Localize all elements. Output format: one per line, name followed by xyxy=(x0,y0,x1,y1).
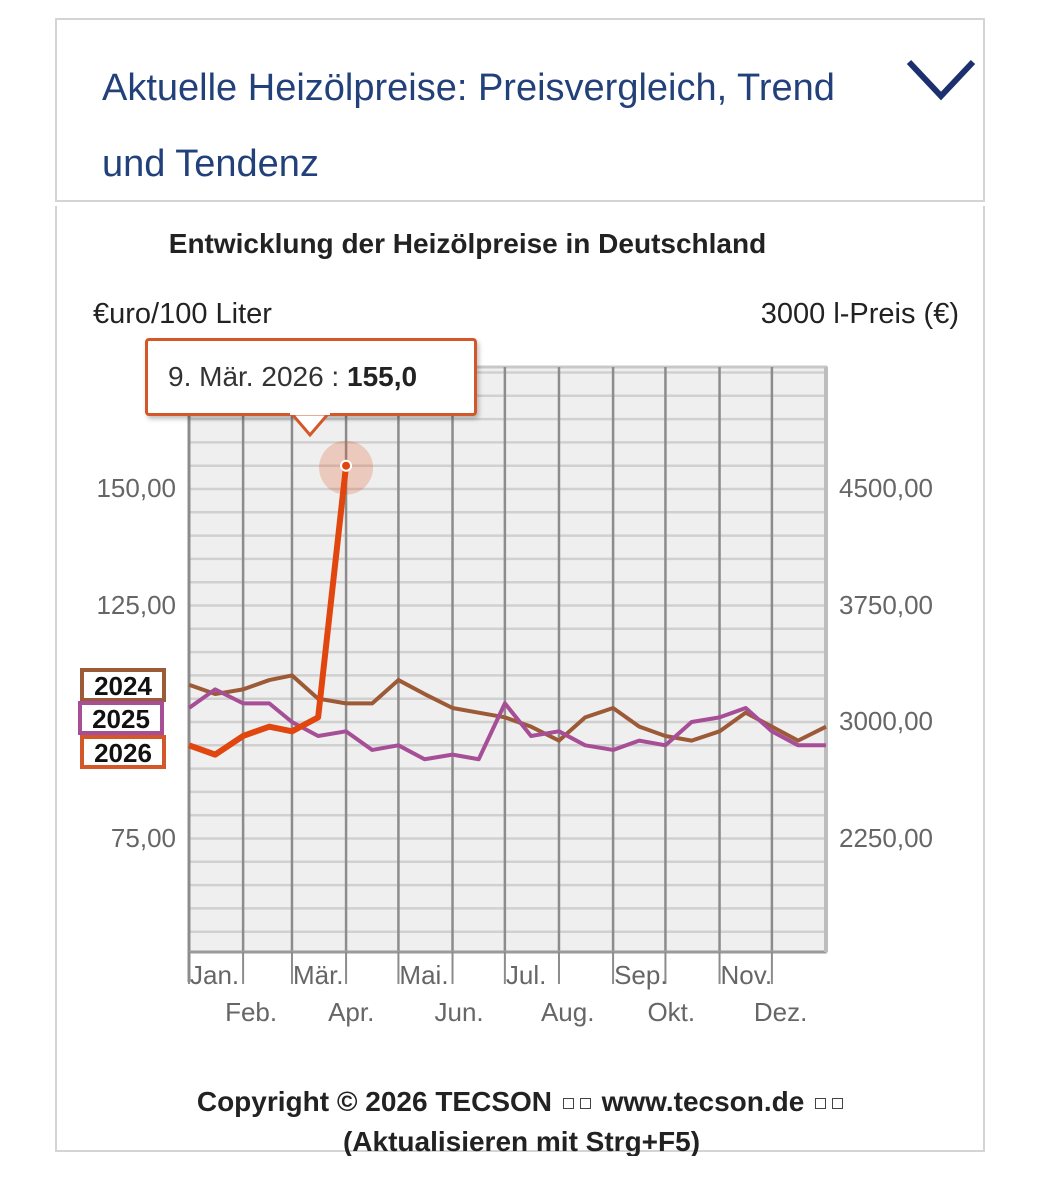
chart-tooltip: 9. Mär. 2026 : 155,0 xyxy=(145,338,477,416)
legend-2024[interactable]: 2024 xyxy=(80,668,166,702)
header-card[interactable]: Aktuelle Heizölpreise: Preisvergleich, T… xyxy=(55,18,985,202)
y-tick-right: 3000,00 xyxy=(839,706,933,736)
y-tick-left: 75,00 xyxy=(110,822,176,853)
x-tick-label: Jan. xyxy=(190,960,240,990)
x-tick-label: Aug. xyxy=(540,997,595,1027)
page-title: Aktuelle Heizölpreise: Preisvergleich, T… xyxy=(102,67,835,185)
y-tick-left: 125,00 xyxy=(96,589,176,620)
copyright-line: Copyright © 2026 TECSON www.tecson.de xyxy=(0,1086,1043,1118)
website-link[interactable]: www.tecson.de xyxy=(601,1086,805,1117)
x-tick-label: Apr. xyxy=(328,997,375,1027)
chevron-down-icon[interactable] xyxy=(905,58,977,102)
legend-2025[interactable]: 2025 xyxy=(78,701,164,735)
tooltip-pointer xyxy=(290,413,330,438)
x-tick-label: Mai. xyxy=(399,960,449,990)
x-tick-label: Dez. xyxy=(753,997,808,1027)
chart-lines xyxy=(187,465,827,762)
x-tick-label: Sep. xyxy=(614,960,668,990)
highlight-marker xyxy=(319,440,374,495)
x-tick-label: Feb. xyxy=(225,997,278,1027)
x-tick-label: Jul. xyxy=(505,960,547,990)
y-tick-left: 150,00 xyxy=(96,473,176,503)
series-line-2024 xyxy=(188,673,827,743)
x-tick-label: Nov. xyxy=(720,960,773,990)
tooltip-value: 155,0 xyxy=(347,361,418,392)
x-tick-label: Mär. xyxy=(292,960,344,990)
placeholder-glyph-icon xyxy=(562,1098,574,1110)
chart-title: Entwicklung der Heizölpreise in Deutschl… xyxy=(168,228,767,259)
y-tick-right: 3750,00 xyxy=(839,589,933,620)
placeholder-glyph-icon xyxy=(832,1098,844,1110)
x-tick-label: Jun. xyxy=(434,997,484,1027)
series-line-2026 xyxy=(187,465,350,758)
series-line-2025 xyxy=(187,687,826,762)
right-axis-unit: 3000 l-Preis (€) xyxy=(760,298,959,330)
x-tick-label: Okt. xyxy=(647,997,696,1027)
left-axis-unit: €uro/100 Liter xyxy=(93,298,272,330)
placeholder-glyph-icon xyxy=(815,1098,827,1110)
chart-grid xyxy=(187,365,828,984)
y-tick-right: 4500,00 xyxy=(839,473,933,503)
placeholder-glyph-icon xyxy=(579,1098,591,1110)
y-tick-right: 2250,00 xyxy=(839,822,933,853)
copyright-text: Copyright © 2026 TECSON xyxy=(196,1086,552,1117)
tooltip-date: 9. Mär. 2026 : xyxy=(168,361,347,392)
refresh-hint: (Aktualisieren mit Strg+F5) xyxy=(342,1126,701,1156)
legend-2026[interactable]: 2026 xyxy=(80,735,166,769)
